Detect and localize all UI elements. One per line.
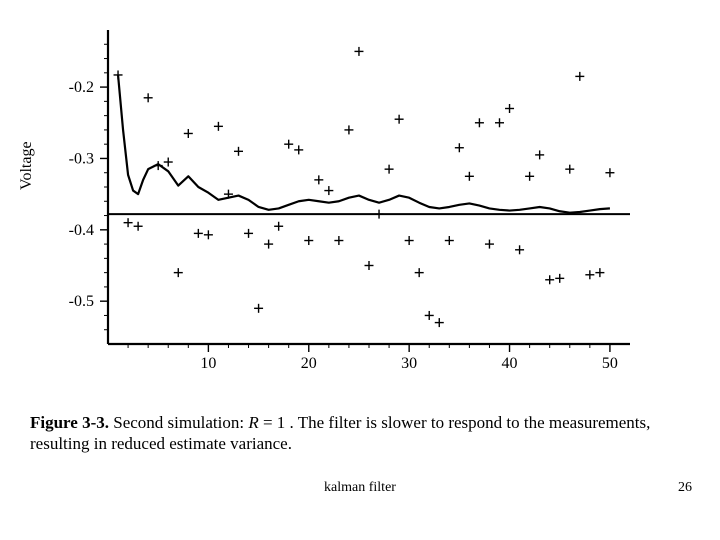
measurement-marker — [475, 118, 484, 127]
y-tick-label: -0.5 — [69, 293, 94, 310]
measurement-marker — [595, 268, 604, 277]
measurement-marker — [324, 186, 333, 195]
measurement-marker — [385, 165, 394, 174]
y-tick-label: -0.3 — [69, 150, 94, 167]
measurement-marker — [134, 222, 143, 231]
caption-text-1: Second simulation: — [109, 413, 248, 432]
measurement-marker — [214, 122, 223, 131]
measurement-marker — [555, 274, 564, 283]
measurement-marker — [304, 236, 313, 245]
x-tick-label: 40 — [502, 355, 518, 372]
measurement-marker — [234, 147, 243, 156]
measurement-marker — [395, 115, 404, 124]
measurement-marker — [515, 245, 524, 254]
caption-var: R — [248, 413, 258, 432]
caption-eq: = 1 — [259, 413, 286, 432]
footer-center: kalman filter — [0, 480, 720, 496]
measurement-marker — [545, 275, 554, 284]
measurement-marker — [154, 161, 163, 170]
measurement-marker — [465, 172, 474, 181]
measurement-marker — [565, 165, 574, 174]
measurement-marker — [354, 47, 363, 56]
x-tick-label: 20 — [301, 355, 317, 372]
filter-curve — [118, 75, 610, 213]
measurement-marker — [485, 240, 494, 249]
footer-page-number: 26 — [678, 480, 692, 496]
x-tick-label: 50 — [602, 355, 618, 372]
measurement-marker — [254, 304, 263, 313]
measurement-marker — [405, 236, 414, 245]
measurement-marker — [505, 104, 514, 113]
measurement-marker — [124, 218, 133, 227]
caption-prefix: Figure 3-3. — [30, 413, 109, 432]
y-tick-label: -0.2 — [69, 79, 94, 96]
measurement-marker — [294, 145, 303, 154]
measurement-marker — [174, 268, 183, 277]
x-tick-label: 10 — [200, 355, 216, 372]
measurement-marker — [585, 270, 594, 279]
y-tick-label: -0.4 — [69, 222, 94, 239]
measurement-marker — [605, 168, 614, 177]
measurement-marker — [184, 129, 193, 138]
measurement-marker — [455, 143, 464, 152]
measurement-marker — [375, 210, 384, 219]
measurement-marker — [415, 268, 424, 277]
measurement-marker — [334, 236, 343, 245]
page-root: Voltage 10 20 30 40 50 -0.5 -0.4 -0.3 -0.2 Figur… — [0, 0, 720, 540]
x-tick-label: 30 — [401, 355, 417, 372]
measurement-marker — [144, 93, 153, 102]
measurement-marker — [575, 72, 584, 81]
measurement-marker — [365, 261, 374, 270]
measurement-marker — [194, 229, 203, 238]
measurement-marker — [164, 158, 173, 167]
measurement-marker — [284, 140, 293, 149]
measurement-marker — [445, 236, 454, 245]
measurement-marker — [495, 118, 504, 127]
measurement-marker — [425, 311, 434, 320]
measurement-marker — [204, 230, 213, 239]
measurement-marker — [264, 240, 273, 249]
figure-caption: Figure 3-3. Second simulation: R = 1 . T… — [30, 412, 680, 455]
measurement-marker — [114, 70, 123, 79]
measurement-marker — [244, 229, 253, 238]
chart-svg: 10 20 30 40 50 -0.5 -0.4 -0.3 -0.2 — [40, 20, 640, 380]
measurement-marker — [435, 318, 444, 327]
measurement-marker — [274, 222, 283, 231]
y-axis-label: Voltage — [18, 141, 36, 190]
measurement-marker — [535, 150, 544, 159]
measurement-marker — [314, 175, 323, 184]
measurement-marker — [525, 172, 534, 181]
voltage-chart: 10 20 30 40 50 -0.5 -0.4 -0.3 -0.2 — [40, 20, 640, 380]
page-footer: kalman filter 26 — [0, 480, 720, 500]
measurement-marker — [344, 125, 353, 134]
